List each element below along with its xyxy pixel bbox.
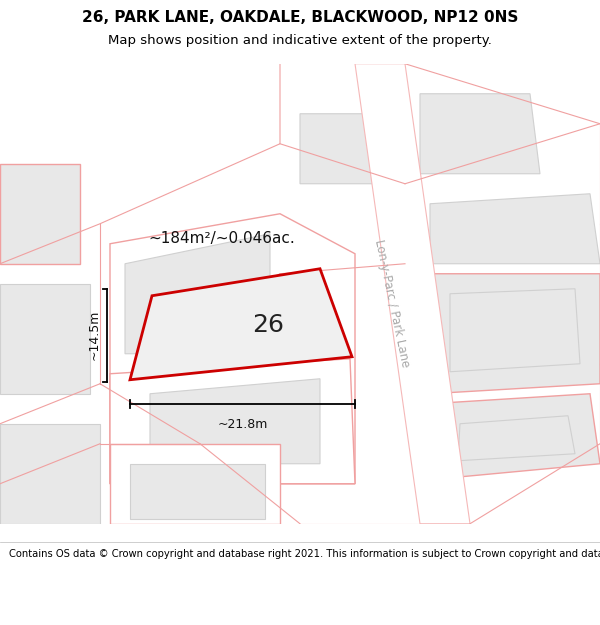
Text: Lon-y-Parc / Park Lane: Lon-y-Parc / Park Lane bbox=[372, 239, 412, 369]
Text: ~184m²/~0.046ac.: ~184m²/~0.046ac. bbox=[148, 231, 295, 246]
Polygon shape bbox=[430, 394, 600, 479]
Polygon shape bbox=[130, 464, 265, 519]
Polygon shape bbox=[0, 424, 100, 524]
Polygon shape bbox=[110, 214, 355, 484]
Polygon shape bbox=[450, 289, 580, 372]
Text: 26: 26 bbox=[253, 313, 284, 338]
Text: ~14.5m: ~14.5m bbox=[88, 310, 101, 361]
Polygon shape bbox=[430, 194, 600, 264]
Polygon shape bbox=[0, 164, 80, 264]
Text: ~21.8m: ~21.8m bbox=[217, 418, 268, 431]
Text: Contains OS data © Crown copyright and database right 2021. This information is : Contains OS data © Crown copyright and d… bbox=[9, 549, 600, 559]
Polygon shape bbox=[458, 416, 575, 461]
Polygon shape bbox=[300, 114, 390, 184]
Polygon shape bbox=[355, 64, 470, 524]
Polygon shape bbox=[430, 274, 600, 394]
Polygon shape bbox=[150, 379, 320, 464]
Polygon shape bbox=[0, 284, 90, 394]
Polygon shape bbox=[125, 234, 270, 354]
Polygon shape bbox=[130, 269, 352, 380]
Polygon shape bbox=[110, 444, 280, 524]
Text: Map shows position and indicative extent of the property.: Map shows position and indicative extent… bbox=[108, 34, 492, 47]
Text: 26, PARK LANE, OAKDALE, BLACKWOOD, NP12 0NS: 26, PARK LANE, OAKDALE, BLACKWOOD, NP12 … bbox=[82, 10, 518, 25]
Polygon shape bbox=[420, 94, 540, 174]
Polygon shape bbox=[110, 359, 355, 484]
